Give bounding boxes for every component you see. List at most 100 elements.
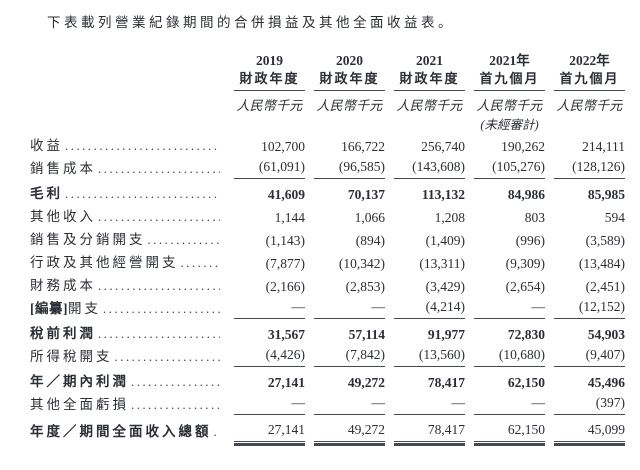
header-cell (545, 114, 625, 133)
value-cell: — (305, 296, 385, 319)
row-label: 收益 (30, 138, 63, 153)
value-cell: — (225, 392, 305, 415)
column-unit: 人民幣千元 (236, 98, 303, 113)
cell-value: 256,740 (421, 139, 465, 154)
label-wrap: 財務成本 (30, 276, 225, 296)
label-wrap: 年度／期間全面收入總額 (30, 422, 225, 442)
table-body: 收益 102,700 166,722 256,740 190,262 214,111 銷售成… (30, 133, 625, 446)
dot-leader (98, 277, 220, 296)
cell-value: (13,484) (578, 256, 625, 271)
header-cell: 財政年度 (385, 69, 465, 91)
dot-leader (115, 348, 221, 367)
cell-value: 62,150 (474, 420, 545, 446)
value-cell: 27,141 (225, 367, 305, 392)
dot-leader (131, 373, 220, 392)
cell-value: — (234, 393, 305, 415)
value-cell: 1,144 (225, 204, 305, 227)
cell-value: 85,985 (587, 187, 625, 202)
row-label: 年度／期間全面收入總額 (30, 424, 212, 439)
header-cell: 人民幣千元 (225, 91, 305, 114)
cell-value: (128,126) (554, 157, 625, 179)
label-wrap: 所得稅開支 (30, 347, 225, 367)
value-cell: 45,496 (545, 367, 625, 392)
header-cell: 首九個月 (465, 69, 545, 91)
value-cell: 1,208 (385, 204, 465, 227)
value-cell: 102,700 (225, 133, 305, 156)
value-cell: 256,740 (385, 133, 465, 156)
cell-value: (4,214) (394, 297, 465, 319)
cell-value: 27,141 (234, 420, 305, 446)
header-cell: 首九個月 (545, 69, 625, 91)
cell-value: 102,700 (261, 139, 305, 154)
label-cell: 所得稅開支 (30, 344, 225, 367)
header-cell: 財政年度 (305, 69, 385, 91)
label-cell: 毛利 (30, 179, 225, 204)
value-cell: 594 (545, 204, 625, 227)
row-label: 稅前利潤 (30, 326, 96, 341)
value-cell: (13,311) (385, 250, 465, 273)
value-cell: (4,214) (385, 296, 465, 319)
table-row: 行政及其他經營開支 (7,877) (10,342) (13,311) (9,309) (… (30, 250, 625, 273)
row-label: 毛利 (30, 186, 63, 201)
table-row: 年／期內利潤 27,141 49,272 78,417 62,150 45,496 (30, 367, 625, 392)
dot-leader (98, 325, 220, 344)
cell-value: (3,589) (585, 233, 625, 248)
value-cell: 57,114 (305, 319, 385, 344)
row-label: 其他收入 (30, 209, 96, 224)
cell-value: 49,272 (314, 420, 385, 446)
header-row: 人民幣千元 人民幣千元 人民幣千元 人民幣千元 人民幣千元 (30, 91, 625, 114)
label-cell: 財務成本 (30, 273, 225, 296)
label-wrap: 年／期內利潤 (30, 372, 225, 392)
value-cell: (13,484) (545, 250, 625, 273)
cell-value: 31,567 (267, 327, 305, 342)
value-cell: (105,276) (465, 156, 545, 179)
value-cell: 27,141 (225, 415, 305, 446)
value-cell: (143,608) (385, 156, 465, 179)
dot-leader (148, 231, 221, 250)
label-wrap: 收益 (30, 136, 225, 156)
header-cell: 2021 (385, 48, 465, 69)
cell-value: (105,276) (474, 157, 545, 179)
table-row: 所得稅開支 (4,426) (7,842) (13,560) (10,680) (9,40… (30, 344, 625, 367)
value-cell: (894) (305, 227, 385, 250)
dot-leader (181, 254, 221, 273)
header-cell: 人民幣千元 (465, 91, 545, 114)
cell-value: (3,429) (425, 279, 465, 294)
value-cell: (12,152) (545, 296, 625, 319)
cell-value: 49,272 (347, 375, 385, 390)
value-cell: (9,407) (545, 344, 625, 367)
cell-value: (9,407) (554, 345, 625, 367)
cell-value: (143,608) (394, 157, 465, 179)
column-note: (未經審計) (480, 118, 539, 132)
value-cell: 41,609 (225, 179, 305, 204)
cell-value: 84,986 (507, 187, 545, 202)
header-spacer-cell (30, 48, 225, 69)
cell-value: (2,853) (345, 279, 385, 294)
value-cell: 78,417 (385, 367, 465, 392)
cell-value: 72,830 (507, 327, 545, 342)
cell-value: 70,137 (347, 187, 385, 202)
table-row: 稅前利潤 31,567 57,114 91,977 72,830 54,903 (30, 319, 625, 344)
column-year: 2021 (416, 53, 443, 68)
cell-value: 54,903 (587, 327, 625, 342)
header-cell (305, 114, 385, 133)
cell-value: (12,152) (554, 297, 625, 319)
value-cell: — (465, 296, 545, 319)
value-cell: 62,150 (465, 367, 545, 392)
value-cell: (996) (465, 227, 545, 250)
header-spacer-cell (30, 114, 225, 133)
cell-value: 1,066 (354, 210, 385, 225)
value-cell: 113,132 (385, 179, 465, 204)
value-cell: (10,342) (305, 250, 385, 273)
row-label: 所得稅開支 (30, 349, 113, 364)
dot-leader (65, 137, 220, 156)
cell-value: (1,409) (425, 233, 465, 248)
dot-leader (214, 423, 221, 442)
row-label: 銷售及分銷開支 (30, 232, 146, 247)
value-cell: (4,426) (225, 344, 305, 367)
label-wrap: 其他收入 (30, 207, 225, 227)
value-cell: (2,166) (225, 273, 305, 296)
cell-value: (1,143) (265, 233, 305, 248)
column-period: 首九個月 (554, 70, 625, 91)
value-cell: (7,842) (305, 344, 385, 367)
